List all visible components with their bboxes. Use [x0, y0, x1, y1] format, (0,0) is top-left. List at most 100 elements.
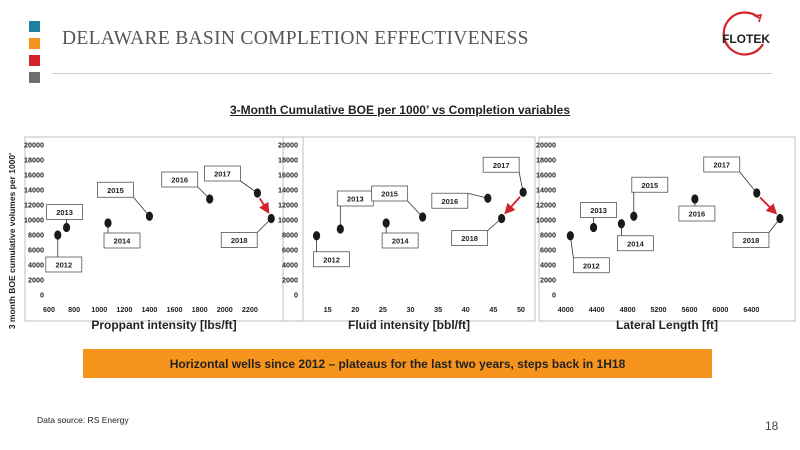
data-label: 2013 [56, 208, 73, 217]
data-label: 2014 [627, 239, 645, 248]
title-divider [52, 73, 772, 74]
x-tick-label: 6400 [743, 305, 759, 314]
x-tick-label: 1200 [116, 305, 132, 314]
x-tick-label: 1000 [91, 305, 107, 314]
data-label-box [97, 181, 134, 198]
y-tick-label: 14000 [24, 186, 44, 195]
data-point [419, 212, 427, 222]
data-source-note: Data source: RS Energy [37, 415, 129, 425]
leader-line [739, 171, 758, 194]
data-label-box [220, 232, 258, 248]
data-label: 2015 [381, 190, 398, 199]
data-point [566, 231, 574, 241]
data-label-box [451, 230, 489, 246]
y-tick-label: 18000 [24, 156, 44, 165]
x-tick-label: 50 [517, 305, 525, 314]
page-title: DELAWARE BASIN COMPLETION EFFECTIVENESS [62, 28, 529, 49]
data-point [253, 188, 262, 198]
x-tick-label: 2200 [242, 305, 258, 314]
data-point [382, 218, 390, 228]
y-tick-label: 4000 [282, 261, 298, 270]
data-label-box [572, 257, 610, 274]
decline-arrow [759, 196, 778, 215]
data-label: 2012 [583, 261, 600, 270]
accent-square-red [29, 55, 40, 66]
data-label: 2018 [743, 236, 760, 245]
data-label: 2012 [55, 261, 72, 270]
x-tick-label: 600 [43, 305, 55, 314]
data-label-box [46, 204, 83, 220]
accent-square-blue [29, 21, 40, 32]
y-tick-label: 8000 [28, 231, 44, 240]
y-tick-label: 12000 [24, 201, 44, 210]
accent-square-gray [29, 72, 40, 83]
data-point [206, 194, 214, 204]
data-label: 2013 [347, 195, 364, 204]
y-tick-label: 0 [294, 291, 298, 300]
y-tick-label: 12000 [278, 201, 298, 210]
data-label-box [313, 251, 350, 268]
data-label-box [381, 232, 419, 249]
y-tick-label: 20000 [278, 141, 298, 150]
y-tick-label: 0 [40, 291, 44, 300]
data-label: 2018 [461, 234, 478, 243]
data-label-box [617, 235, 654, 252]
data-point [753, 188, 761, 198]
data-point [691, 194, 699, 204]
y-tick-label: 2000 [540, 276, 556, 285]
data-point [589, 222, 598, 233]
summary-banner: Horizontal wells since 2012 – plateaus f… [83, 349, 712, 378]
decline-arrow [504, 196, 521, 215]
y-tick-label: 20000 [24, 141, 44, 150]
x-tick-label: 40 [462, 305, 470, 314]
x-axis-label: Proppant intensity [lbs/ft] [91, 318, 236, 332]
chart-panel-2: 0 2000 4000 6000 8000 10000 12000 14000 16000 180… [278, 136, 536, 332]
y-tick-label: 2000 [282, 276, 298, 285]
data-point [267, 213, 275, 224]
data-point [54, 230, 62, 240]
y-tick-label: 8000 [540, 231, 556, 240]
data-label: 2016 [689, 210, 706, 219]
x-tick-label: 1600 [167, 305, 183, 314]
chart-panel-3: 0 2000 4000 6000 8000 10000 12000 14000 16000 180… [536, 136, 796, 332]
data-label: 2017 [214, 170, 231, 179]
decline-arrow [259, 197, 270, 214]
data-label-box [431, 192, 469, 209]
x-tick-label: 2000 [217, 305, 233, 314]
data-point [498, 213, 506, 224]
data-label-box [45, 256, 83, 273]
chart-panel-1: 0200040006000800010000120001400016000180… [24, 136, 304, 332]
leader-line [133, 196, 150, 217]
data-point [62, 222, 71, 233]
logo-mark-icon: FLOTEK [722, 11, 770, 56]
data-label-box [678, 205, 716, 222]
data-label-box [631, 176, 669, 193]
company-logo: FLOTEK [714, 10, 774, 64]
x-tick-label: 4800 [620, 305, 636, 314]
x-tick-label: 5600 [681, 305, 697, 314]
data-label-box [732, 232, 770, 248]
data-point [312, 231, 321, 241]
x-tick-label: 25 [379, 305, 387, 314]
data-label: 2016 [171, 176, 188, 185]
y-tick-label: 10000 [24, 216, 44, 225]
x-tick-label: 4000 [558, 305, 574, 314]
chart-border [24, 136, 304, 322]
y-tick-label: 10000 [278, 216, 298, 225]
data-point [776, 213, 784, 224]
y-tick-label: 2000 [28, 276, 44, 285]
data-label-box [161, 171, 199, 188]
data-point [145, 211, 154, 221]
data-point [336, 224, 344, 234]
x-tick-label: 30 [406, 305, 414, 314]
x-tick-label: 20 [351, 305, 359, 314]
data-label: 2012 [323, 255, 340, 264]
y-tick-label: 14000 [536, 186, 556, 195]
x-tick-label: 1400 [141, 305, 157, 314]
data-point [484, 193, 492, 203]
y-tick-label: 12000 [536, 201, 556, 210]
x-axis-label: Lateral Length [ft] [616, 318, 718, 332]
data-label-box [703, 156, 741, 173]
page-number: 18 [765, 419, 779, 433]
